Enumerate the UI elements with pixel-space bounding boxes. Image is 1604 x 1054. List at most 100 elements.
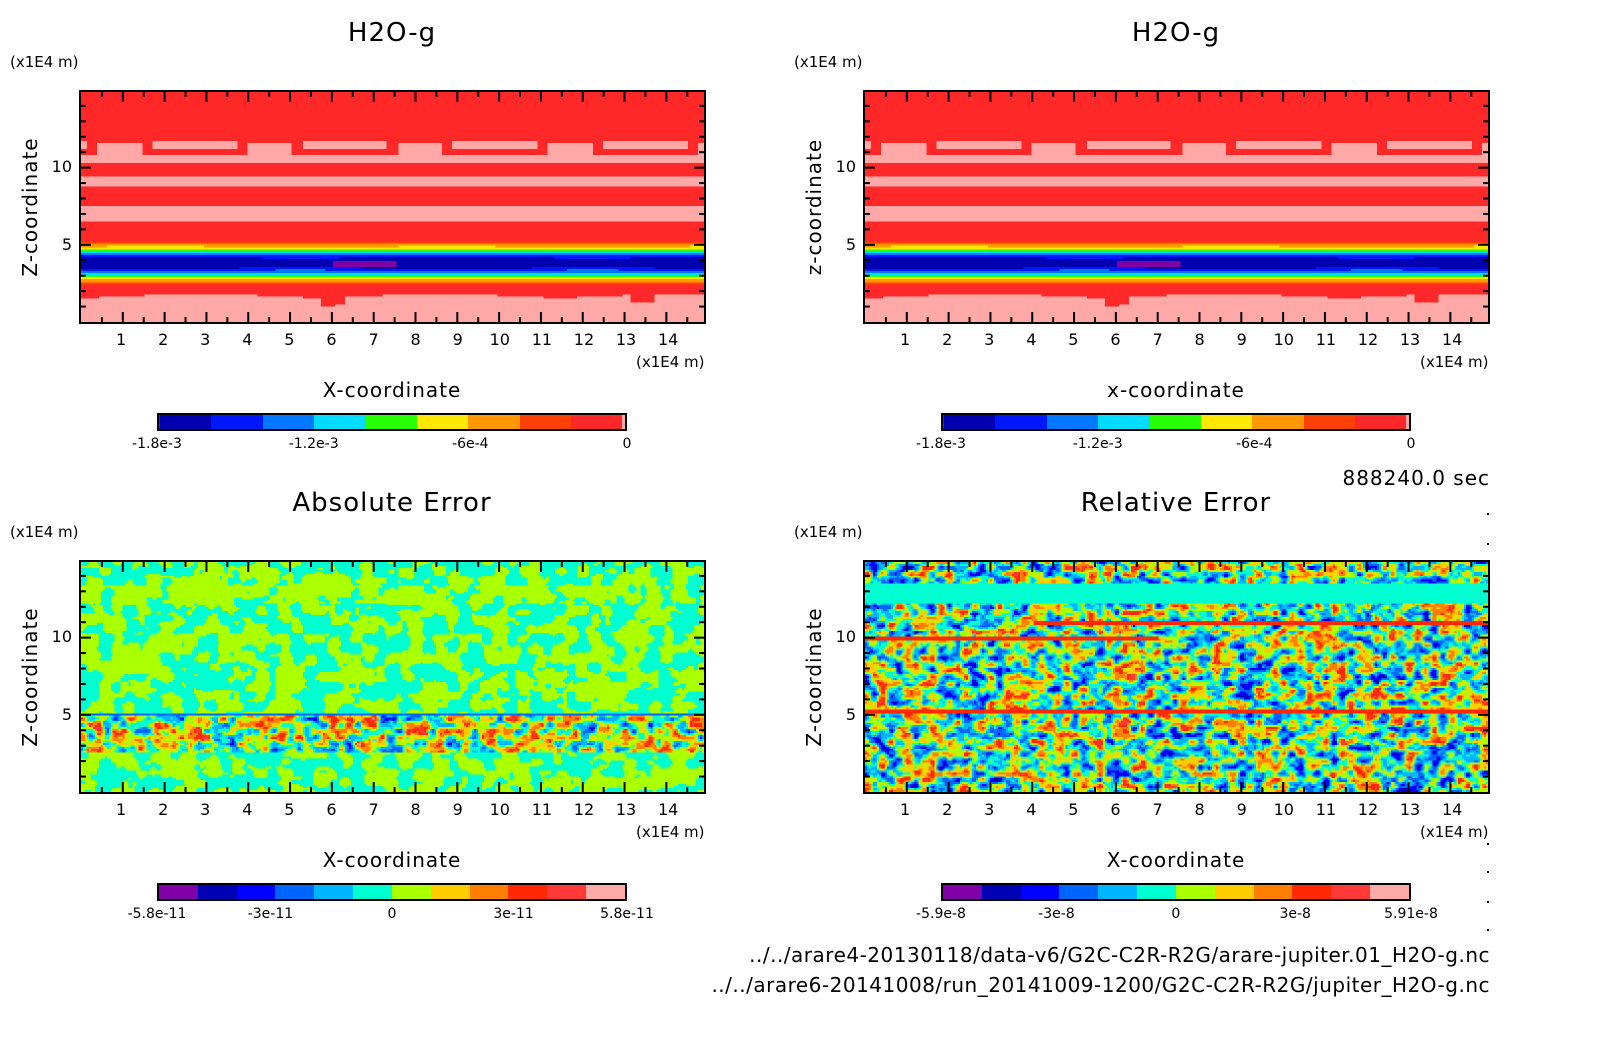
- colorbar-segment: [416, 415, 469, 429]
- colorbar-segment: [519, 415, 572, 429]
- x-unit-label: (x1E4 m): [1420, 823, 1489, 841]
- x-tick-label: 1: [115, 800, 127, 819]
- marker-dot: [1487, 929, 1489, 931]
- colorbar-segment: [1020, 885, 1060, 899]
- colorbar-segment: [1149, 415, 1201, 429]
- tick-marks: [865, 92, 1488, 322]
- colorbar-segment: [622, 415, 625, 429]
- x-tick-label: 4: [242, 330, 253, 349]
- colorbar-segment: [981, 885, 1021, 899]
- x-unit-label: (x1E4 m): [636, 353, 705, 371]
- file-path-1: ../../arare4-20130118/data-v6/G2C-C2R-R2…: [749, 943, 1490, 967]
- x-tick-label: 4: [242, 800, 253, 819]
- tick-marks: [81, 92, 704, 322]
- y-axis-label: z-coordinate: [802, 138, 826, 276]
- heatmap-canvas: [865, 92, 1488, 322]
- x-tick-label: 11: [531, 330, 553, 349]
- x-tick-label: 12: [1357, 330, 1379, 349]
- colorbar-segment: [160, 415, 212, 429]
- y-unit-label: (x1E4 m): [794, 53, 863, 71]
- x-tick-label: 5: [1068, 800, 1079, 819]
- x-axis-label: X-coordinate: [322, 378, 462, 402]
- x-tick-label: 8: [410, 330, 421, 349]
- x-unit-label: (x1E4 m): [1420, 353, 1489, 371]
- y-tick-label: 10: [51, 626, 72, 646]
- colorbar-segment: [943, 415, 945, 429]
- colorbar-segment: [211, 415, 263, 429]
- x-tick-label: 6: [326, 330, 337, 349]
- colorbar-tick-label: -6e-4: [452, 436, 489, 452]
- colorbar-tick-label: 0: [622, 436, 632, 452]
- colorbar-segment: [1331, 885, 1371, 899]
- y-unit-label: (x1E4 m): [794, 523, 863, 541]
- colorbar-segment: [262, 415, 315, 429]
- x-tick-label: 8: [410, 800, 421, 819]
- file-path-2: ../../arare6-20141008/run_20141009-1200/…: [711, 973, 1490, 997]
- colorbar-segment: [944, 415, 996, 429]
- x-tick-label: 10: [1273, 800, 1294, 819]
- plot-panel: Absolute Error (x1E4 m) Z-coordinate 5 10 1 2 3…: [0, 470, 784, 940]
- x-axis-label: x-coordinate: [1107, 378, 1245, 402]
- colorbar-segment: [468, 415, 520, 429]
- colorbar-segment: [508, 885, 548, 899]
- colorbar-tick-label: -1.8e-3: [132, 436, 182, 452]
- colorbar-segment: [995, 415, 1047, 429]
- x-tick-label: 7: [368, 800, 379, 819]
- y-tick-label: 10: [835, 626, 856, 646]
- colorbar-segment: [365, 415, 417, 429]
- marker-dot: [1487, 843, 1489, 845]
- tick-marks: [865, 562, 1488, 792]
- x-tick-label: 5: [1068, 330, 1079, 349]
- y-tick-label: 5: [61, 705, 72, 725]
- x-tick-label: 14: [657, 330, 679, 349]
- colorbar-segment: [1098, 885, 1138, 899]
- colorbar: [941, 413, 1411, 431]
- plot-panel: H2O-g (x1E4 m) z-coordinate 5 10 1 2 3 4 5 6 7 8 9 10 1…: [784, 0, 1568, 470]
- colorbar-tick-label: 3e-11: [493, 906, 534, 922]
- x-tick-label: 4: [1026, 800, 1037, 819]
- x-tick-label: 12: [573, 330, 595, 349]
- colorbar-tick-label: -1.2e-3: [288, 436, 339, 452]
- x-tick-label: 2: [942, 800, 953, 819]
- colorbar: [157, 413, 627, 431]
- x-tick-label: 1: [899, 330, 911, 349]
- y-tick-label: 10: [835, 156, 856, 176]
- colorbar-segment: [1253, 885, 1293, 899]
- x-tick-label: 1: [899, 800, 911, 819]
- plot-title: H2O-g: [1131, 18, 1221, 48]
- heatmap-canvas: [81, 562, 704, 792]
- colorbar-segment: [1252, 415, 1304, 429]
- x-tick-label: 14: [1441, 800, 1463, 819]
- colorbar-segment: [1098, 415, 1150, 429]
- y-axis-label: Z-coordinate: [18, 607, 42, 747]
- x-tick-label: 2: [942, 330, 953, 349]
- colorbar-segment: [159, 415, 161, 429]
- x-tick-label: 7: [1152, 800, 1163, 819]
- colorbar-segment: [236, 885, 276, 899]
- x-tick-label: 6: [326, 800, 337, 819]
- colorbar-tick-label: 5.91e-8: [1384, 906, 1438, 922]
- plot-title: H2O-g: [347, 18, 437, 48]
- heatmap-area: [79, 90, 706, 324]
- colorbar-segment: [1137, 885, 1176, 899]
- colorbar-segment: [197, 885, 237, 899]
- heatmap-canvas: [865, 562, 1488, 792]
- x-tick-label: 6: [1110, 800, 1121, 819]
- time-label: 888240.0 sec: [1342, 466, 1490, 490]
- x-tick-label: 10: [489, 330, 510, 349]
- colorbar-segment: [1303, 415, 1356, 429]
- plot-panel: H2O-g (x1E4 m) Z-coordinate 5 10 1 2 3 4 5 6 7 8 9 10 1…: [0, 0, 784, 470]
- x-tick-label: 14: [657, 800, 679, 819]
- colorbar-segment: [159, 885, 198, 899]
- x-tick-label: 3: [200, 330, 211, 349]
- colorbar-segment: [1355, 415, 1407, 429]
- colorbar-segment: [275, 885, 315, 899]
- marker-dot: [1487, 513, 1489, 515]
- colorbar-segment: [314, 415, 366, 429]
- colorbar-segment: [1214, 885, 1254, 899]
- x-tick-label: 6: [1110, 330, 1121, 349]
- y-tick-label: 5: [845, 705, 856, 725]
- x-tick-label: 8: [1194, 330, 1205, 349]
- x-tick-label: 13: [615, 800, 637, 819]
- colorbar-tick-label: -5.8e-11: [127, 906, 187, 922]
